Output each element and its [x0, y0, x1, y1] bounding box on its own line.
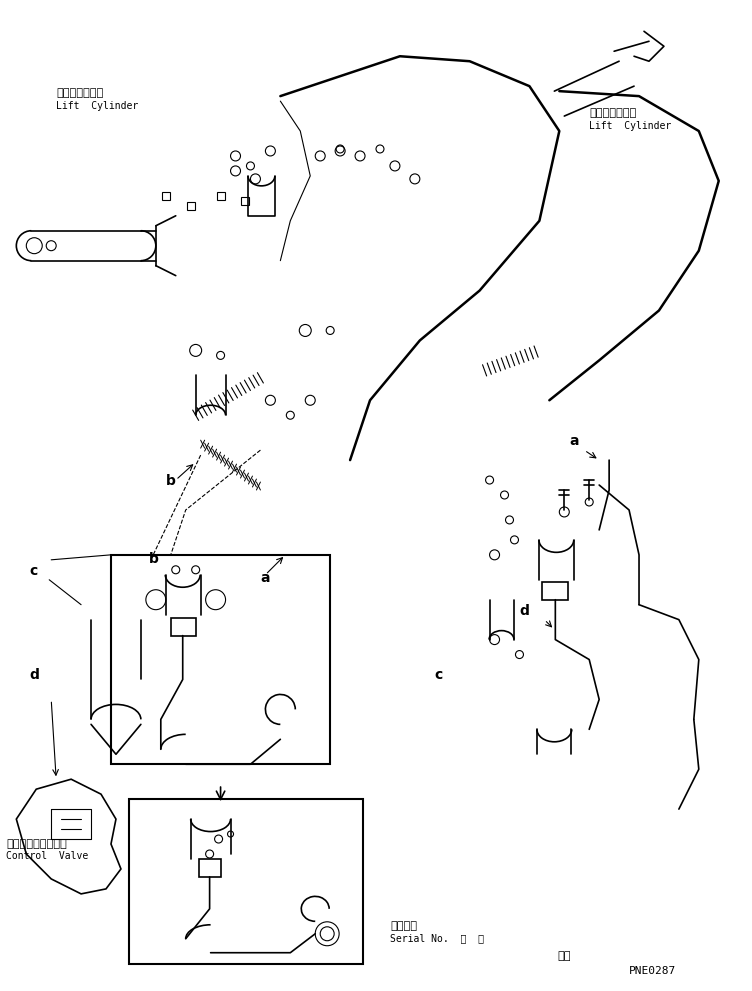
Text: ・・: ・・ — [557, 950, 571, 960]
Text: a: a — [260, 571, 270, 585]
Bar — [199, 859, 220, 877]
Text: 適用号機: 適用号機 — [390, 921, 417, 931]
Text: PNE0287: PNE0287 — [629, 965, 676, 976]
Text: コントロールバルブ: コントロールバルブ — [6, 839, 67, 849]
Text: Lift  Cylinder: Lift Cylinder — [590, 121, 672, 131]
Text: Serial No.  、  ～: Serial No. 、 ～ — [390, 933, 484, 942]
Bar — [241, 197, 250, 205]
Bar — [171, 617, 196, 635]
Text: Control  Valve: Control Valve — [6, 851, 89, 861]
Bar — [186, 202, 195, 210]
Text: リフトシリンダ: リフトシリンダ — [590, 108, 636, 118]
Text: a: a — [569, 434, 579, 448]
Bar — [542, 582, 569, 600]
Text: d: d — [29, 669, 39, 683]
Text: b: b — [149, 552, 159, 566]
Text: b: b — [165, 474, 176, 488]
Bar — [111, 555, 330, 764]
Text: Lift  Cylinder: Lift Cylinder — [56, 101, 138, 111]
Bar — [162, 192, 170, 200]
Text: c: c — [435, 669, 443, 683]
Text: リフトシリンダ: リフトシリンダ — [56, 88, 104, 98]
Text: c: c — [29, 564, 38, 578]
Bar — [217, 192, 225, 200]
Bar — [129, 799, 363, 963]
Text: d: d — [520, 604, 529, 617]
